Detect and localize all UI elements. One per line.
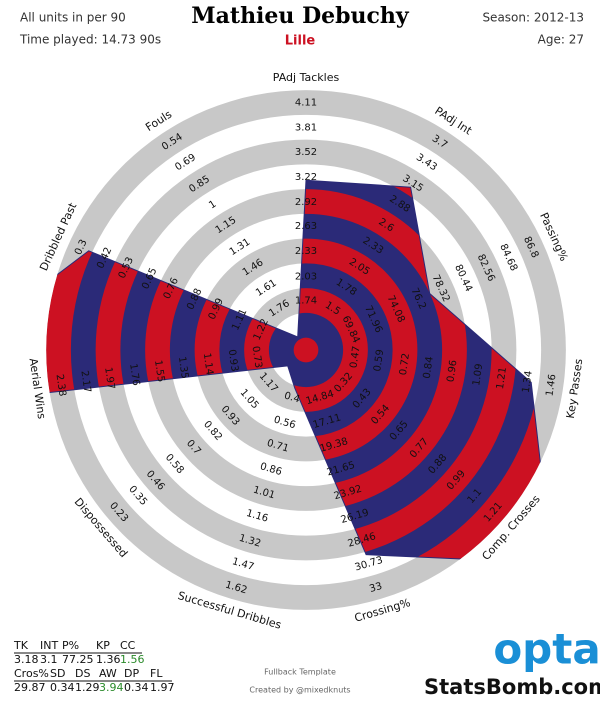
table-cell: AW bbox=[99, 667, 117, 680]
table-cell: 29.87 bbox=[14, 681, 46, 694]
table-cell: 1.56 bbox=[120, 653, 145, 666]
team: Lille bbox=[285, 34, 316, 49]
table-cell: SD bbox=[50, 667, 65, 680]
table-cell: 1.97 bbox=[150, 681, 175, 694]
table-cell: 0.34 bbox=[124, 681, 149, 694]
table-cell: P% bbox=[62, 639, 79, 652]
tick-label: 0.4 bbox=[283, 390, 301, 405]
tick-label: 1.46 bbox=[544, 373, 558, 397]
logo: opta bbox=[493, 625, 600, 674]
tick-label: 0.93 bbox=[226, 349, 240, 373]
axis-label: PAdj Tackles bbox=[273, 71, 340, 84]
table-cell: DS bbox=[75, 667, 90, 680]
tick-label: 2.33 bbox=[295, 246, 317, 257]
tick-label: 2.92 bbox=[295, 197, 317, 208]
tick-label: 3.52 bbox=[295, 147, 317, 158]
units-note: All units in per 90 bbox=[20, 11, 126, 25]
table-cell: CC bbox=[120, 639, 136, 652]
table-cell: 3.94 bbox=[99, 681, 124, 694]
table-cell: FL bbox=[150, 667, 163, 680]
table-cell: Cros% bbox=[14, 667, 49, 680]
tick-label: 1.55 bbox=[152, 359, 166, 383]
radar-area bbox=[46, 179, 553, 564]
tick-label: 4.11 bbox=[295, 98, 317, 109]
axis-label: Key Passes bbox=[564, 358, 585, 420]
tick-label: 0.72 bbox=[398, 352, 412, 376]
tick-label: 33 bbox=[368, 581, 383, 595]
tick-label: 0.59 bbox=[372, 349, 386, 373]
tick-label: 1.09 bbox=[471, 363, 485, 387]
time-played: Time played: 14.73 90s bbox=[19, 33, 161, 47]
credit: Created by @mixedknuts bbox=[249, 686, 350, 695]
table-cell: KP bbox=[96, 639, 110, 652]
tick-label: 2.63 bbox=[295, 221, 317, 232]
site: StatsBomb.com bbox=[424, 675, 600, 699]
tick-label: 1.21 bbox=[495, 366, 509, 390]
radar: 1.74 2.03 2.33 2.63 2.92 3.22 3.52 3.81 4.11 PAdj… bbox=[27, 71, 586, 632]
stats-table: TK INT P% KP CC 3.18 3.1 77.25 1.36 1.56 Cros% SD DS… bbox=[13, 639, 175, 694]
tick-label: 2.17 bbox=[78, 370, 92, 394]
tick-label: 0.96 bbox=[445, 359, 459, 383]
table-cell: 77.25 bbox=[62, 653, 94, 666]
table-cell: 0.34 bbox=[50, 681, 75, 694]
table-cell: 3.1 bbox=[40, 653, 58, 666]
table-cell: 3.18 bbox=[14, 653, 39, 666]
tick-label: 2.03 bbox=[295, 271, 317, 282]
tick-label: 1.97 bbox=[102, 366, 116, 390]
tick-label: 1.35 bbox=[176, 356, 190, 380]
template: Fullback Template bbox=[264, 668, 336, 677]
tick-label: 3.81 bbox=[295, 123, 317, 134]
tick-label: 1.14 bbox=[201, 352, 215, 376]
table-cell: 1.29 bbox=[75, 681, 100, 694]
band bbox=[293, 337, 319, 363]
tick-label: 0.73 bbox=[249, 345, 263, 369]
axis-label: Aerial Wins bbox=[27, 357, 49, 420]
tick-label: 1.34 bbox=[521, 370, 535, 394]
table-cell: INT bbox=[40, 639, 58, 652]
tick-label: 1.76 bbox=[127, 363, 141, 387]
tick-label: 3.22 bbox=[295, 172, 317, 183]
table-cell: 1.36 bbox=[96, 653, 121, 666]
tick-label: 0.84 bbox=[422, 356, 436, 380]
table-cell: TK bbox=[13, 639, 29, 652]
tick-label: 2.38 bbox=[53, 373, 67, 397]
season: Season: 2012-13 bbox=[482, 11, 584, 25]
tick-label: 1 bbox=[207, 199, 218, 212]
tick-label: 1.74 bbox=[295, 296, 317, 307]
table-cell: DP bbox=[124, 667, 139, 680]
tick-label: 0.47 bbox=[348, 345, 362, 369]
age: Age: 27 bbox=[538, 33, 584, 47]
title: Mathieu Debuchy bbox=[191, 3, 410, 29]
